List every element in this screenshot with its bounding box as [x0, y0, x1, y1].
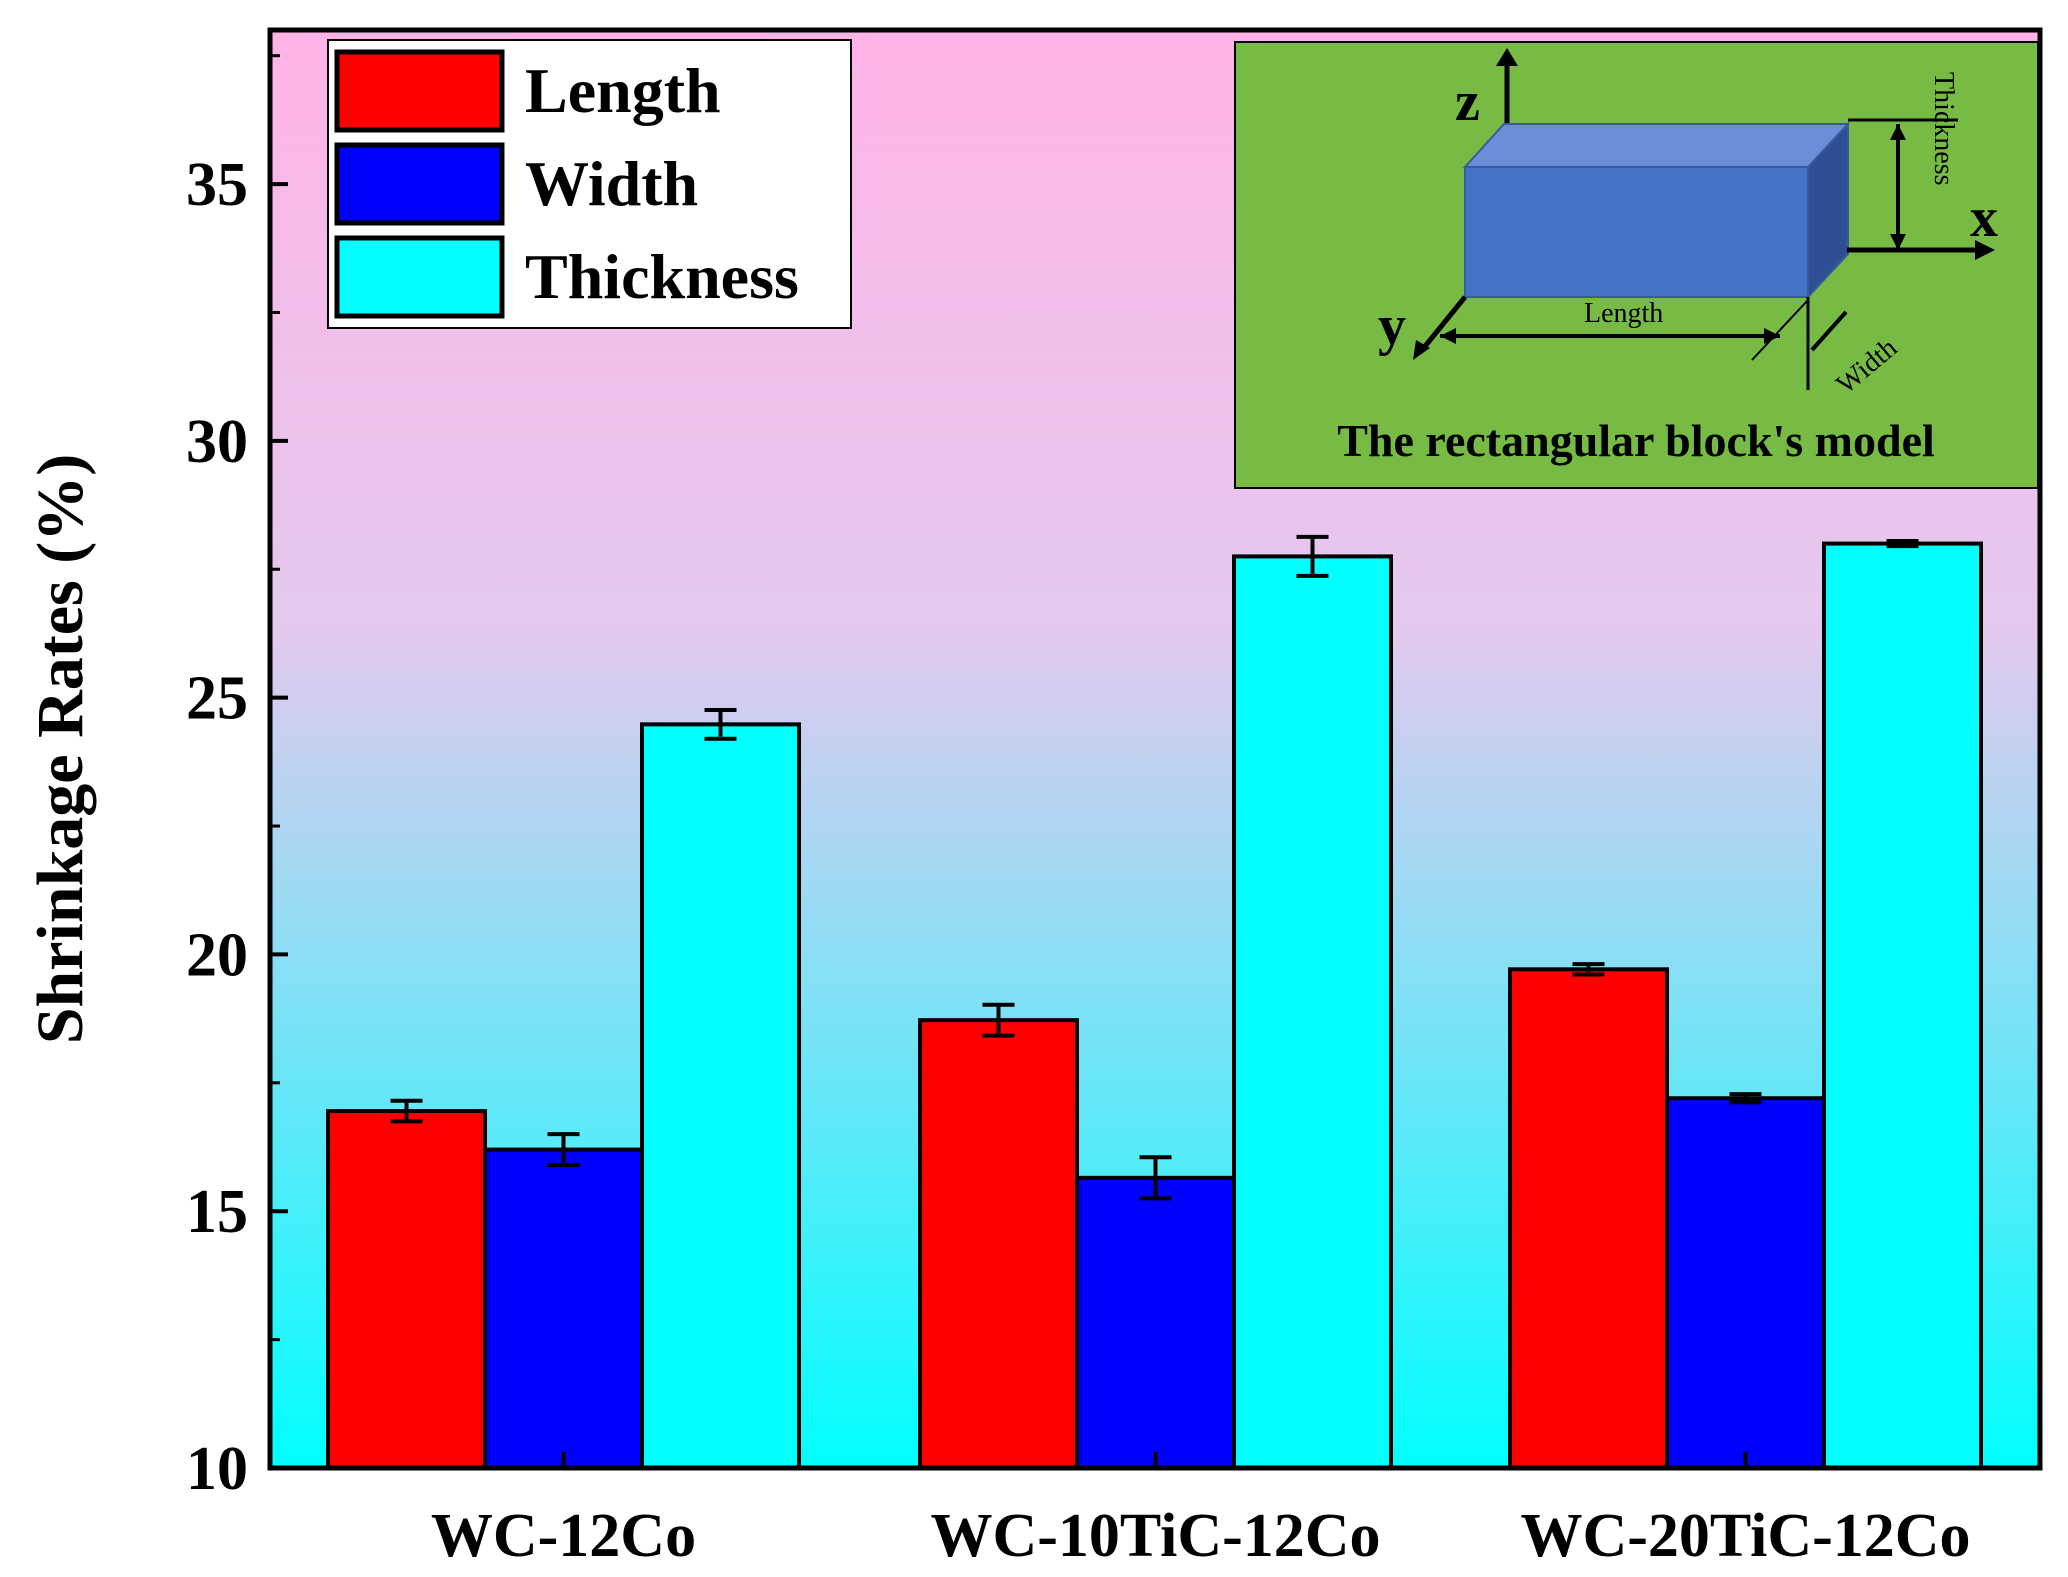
error-bar-length-wc-20tic-12co — [1572, 962, 1605, 977]
x-category-label: WC-20TiC-12Co — [1520, 1502, 1970, 1570]
y-tick-label: 10 — [186, 1435, 248, 1503]
error-bar-length-wc-10tic-12co — [982, 1002, 1015, 1038]
x-category-label: WC-12Co — [431, 1502, 696, 1570]
length-arrow-right — [1764, 328, 1780, 344]
y-tick-label: 20 — [186, 921, 248, 989]
bars-layer — [326, 541, 1983, 1470]
bar-width-wc-10tic-12co — [1075, 1175, 1236, 1470]
bar-length-wc-20tic-12co — [1508, 967, 1669, 1470]
legend-label: Width — [525, 148, 698, 219]
z-axis-arrow — [1496, 48, 1518, 66]
inset-caption: The rectangular block's model — [1337, 415, 1935, 466]
x-axis-arrow — [1975, 240, 1995, 260]
bar-length-wc-12co — [326, 1109, 487, 1470]
error-bar-thickness-wc-20tic-12co — [1886, 539, 1919, 549]
y-tick-label: 35 — [186, 151, 248, 219]
y-axis-ticks: 10 15 20 25 30 35 — [186, 54, 288, 1503]
legend: Length Width Thickness — [327, 39, 852, 329]
legend-swatch — [334, 49, 505, 133]
legend-label: Length — [525, 55, 721, 126]
bar-thickness-wc-20tic-12co — [1822, 541, 1983, 1470]
x-category-label: WC-10TiC-12Co — [930, 1502, 1380, 1570]
x-axis-category-labels: WC-12Co WC-10TiC-12Co WC-20TiC-12Co — [431, 1452, 1971, 1570]
bar-width-wc-12co — [483, 1147, 644, 1470]
error-bar-thickness-wc-10tic-12co — [1296, 534, 1329, 578]
y-tick-label: 25 — [186, 665, 248, 733]
y-tick-label: 15 — [186, 1178, 248, 1246]
legend-item-width: Width — [334, 142, 698, 226]
bar-length-wc-10tic-12co — [918, 1018, 1079, 1470]
block-front-face — [1464, 166, 1809, 298]
error-bar-width-wc-12co — [547, 1132, 580, 1167]
legend-item-length: Length — [334, 49, 721, 133]
legend-item-thickness: Thickness — [334, 235, 799, 319]
y-axis-arrow — [1413, 340, 1430, 360]
y-tick-label: 30 — [186, 408, 248, 476]
legend-swatch — [334, 142, 505, 226]
block-top-face — [1462, 123, 1851, 168]
z-axis-label: z — [1455, 71, 1480, 133]
bar-width-wc-20tic-12co — [1665, 1096, 1826, 1470]
legend-swatch — [334, 235, 505, 319]
length-arrow-left — [1440, 328, 1456, 344]
bar-thickness-wc-12co — [640, 722, 801, 1470]
error-bars-layer — [390, 534, 1919, 1201]
error-bar-width-wc-20tic-12co — [1729, 1092, 1762, 1105]
thickness-dimension-label: Thickness — [1928, 72, 1959, 186]
error-bar-length-wc-12co — [390, 1098, 423, 1124]
y-axis-label: y — [1378, 295, 1406, 357]
thickness-arrow-top — [1890, 124, 1906, 140]
legend-label: Thickness — [525, 241, 799, 312]
bar-thickness-wc-10tic-12co — [1232, 554, 1393, 1470]
thickness-arrow-bottom — [1890, 234, 1906, 250]
y-axis-title: Shrinkage Rates (%) — [24, 454, 97, 1044]
error-bar-thickness-wc-12co — [704, 707, 737, 741]
width-dimension-line — [1810, 310, 1848, 352]
y-axis-line — [1420, 295, 1467, 352]
length-extension-line — [1751, 299, 1809, 361]
error-bar-width-wc-10tic-12co — [1139, 1155, 1172, 1201]
inset-block-model: z x y Length Width Thickness The rectang… — [1234, 41, 2039, 489]
length-dimension-label: Length — [1584, 298, 1663, 329]
x-axis-label: x — [1970, 187, 1998, 249]
